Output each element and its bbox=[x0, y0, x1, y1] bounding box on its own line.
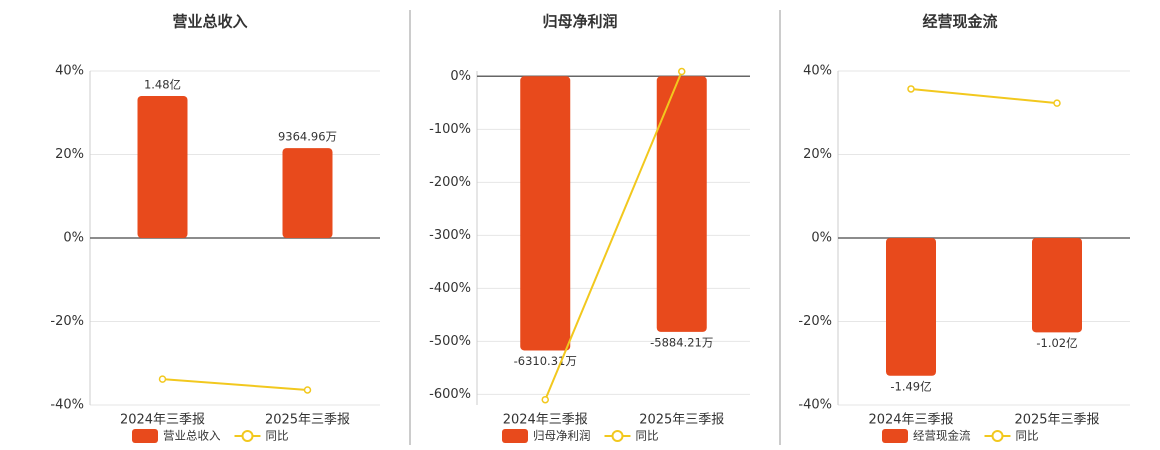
legend-label: 同比 bbox=[1016, 429, 1039, 443]
bar bbox=[282, 148, 333, 238]
y-tick-label: 0% bbox=[63, 231, 84, 246]
line bbox=[544, 71, 683, 401]
y-tick-label: -20% bbox=[50, 314, 84, 329]
line bbox=[910, 87, 1058, 105]
legend-label: 经营现金流 bbox=[913, 429, 971, 443]
data-label: -5884.21万 bbox=[650, 335, 713, 349]
y-tick-label: 40% bbox=[55, 64, 84, 79]
y-tick-label: 0% bbox=[450, 69, 471, 84]
y-tick-label: -200% bbox=[429, 175, 471, 190]
x-tick-label: 2025年三季报 bbox=[1014, 413, 1099, 428]
x-tick-label: 2024年三季报 bbox=[503, 413, 588, 428]
chart-title: 经营现金流 bbox=[922, 13, 997, 31]
y-tick-label: -40% bbox=[50, 398, 84, 413]
legend-label: 同比 bbox=[266, 429, 289, 443]
line-point bbox=[158, 375, 167, 383]
line-point bbox=[1053, 99, 1061, 107]
y-tick-label: -300% bbox=[429, 228, 471, 243]
chart-title: 营业总收入 bbox=[172, 13, 247, 31]
x-tick-label: 2024年三季报 bbox=[120, 413, 205, 428]
y-tick-label: -40% bbox=[798, 398, 832, 413]
y-tick-label: 0% bbox=[811, 231, 832, 246]
y-tick-label: -20% bbox=[798, 314, 832, 329]
bar bbox=[656, 76, 707, 332]
chart-title: 归母净利润 bbox=[542, 13, 617, 31]
data-label: 9364.96万 bbox=[278, 130, 337, 144]
line-point bbox=[907, 85, 915, 93]
data-label: -6310.31万 bbox=[514, 354, 577, 368]
line-point bbox=[303, 386, 312, 394]
data-label: -1.49亿 bbox=[890, 379, 931, 393]
line-point bbox=[678, 67, 686, 76]
x-tick-label: 2024年三季报 bbox=[868, 413, 953, 428]
legend-label: 同比 bbox=[636, 429, 659, 443]
legend-label: 归母净利润 bbox=[533, 429, 591, 443]
data-label: 1.48亿 bbox=[144, 77, 181, 91]
y-tick-label: 20% bbox=[803, 147, 832, 162]
bar bbox=[520, 76, 571, 351]
y-tick-label: -400% bbox=[429, 281, 471, 296]
bar bbox=[886, 238, 936, 376]
bar bbox=[137, 95, 188, 238]
legend-swatch bbox=[611, 430, 624, 442]
legend-swatch bbox=[502, 429, 528, 443]
bar bbox=[1032, 238, 1082, 333]
legend-swatch bbox=[991, 430, 1004, 442]
data-label: -1.02亿 bbox=[1036, 336, 1077, 350]
x-tick-label: 2025年三季报 bbox=[639, 413, 724, 428]
line bbox=[162, 378, 308, 391]
y-tick-label: -500% bbox=[429, 334, 471, 349]
x-tick-label: 2025年三季报 bbox=[265, 413, 350, 428]
y-tick-label: -600% bbox=[429, 387, 471, 402]
legend-label: 营业总收入 bbox=[163, 429, 221, 443]
legend-swatch bbox=[241, 430, 254, 442]
legend-swatch bbox=[132, 429, 158, 443]
line-point bbox=[541, 395, 549, 404]
y-tick-label: -100% bbox=[429, 122, 471, 137]
legend-swatch bbox=[882, 429, 908, 443]
y-tick-label: 20% bbox=[55, 147, 84, 162]
y-tick-label: 40% bbox=[803, 64, 832, 79]
